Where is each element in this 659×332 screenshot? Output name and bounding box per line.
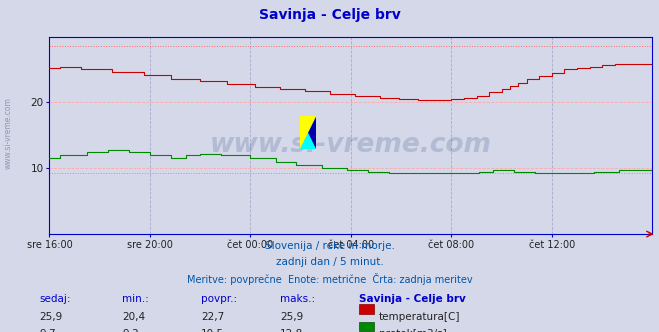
Text: www.si-vreme.com: www.si-vreme.com <box>3 97 13 169</box>
Text: povpr.:: povpr.: <box>201 294 237 304</box>
Text: Meritve: povprečne  Enote: metrične  Črta: zadnja meritev: Meritve: povprečne Enote: metrične Črta:… <box>186 273 473 285</box>
Polygon shape <box>308 116 316 149</box>
Text: Savinja - Celje brv: Savinja - Celje brv <box>258 8 401 22</box>
Text: sedaj:: sedaj: <box>40 294 71 304</box>
Text: 12,8: 12,8 <box>280 329 303 332</box>
Text: 25,9: 25,9 <box>40 312 63 322</box>
Text: 9,7: 9,7 <box>40 329 56 332</box>
Text: 20,4: 20,4 <box>122 312 145 322</box>
Text: maks.:: maks.: <box>280 294 315 304</box>
Text: 10,5: 10,5 <box>201 329 224 332</box>
Polygon shape <box>300 116 316 149</box>
Text: Savinja - Celje brv: Savinja - Celje brv <box>359 294 466 304</box>
Text: 22,7: 22,7 <box>201 312 224 322</box>
Text: Slovenija / reke in morje.: Slovenija / reke in morje. <box>264 241 395 251</box>
Polygon shape <box>300 116 316 149</box>
Text: temperatura[C]: temperatura[C] <box>379 312 461 322</box>
Text: 9,3: 9,3 <box>122 329 138 332</box>
Text: pretok[m3/s]: pretok[m3/s] <box>379 329 447 332</box>
Text: www.si-vreme.com: www.si-vreme.com <box>210 132 492 158</box>
Text: zadnji dan / 5 minut.: zadnji dan / 5 minut. <box>275 257 384 267</box>
Text: 25,9: 25,9 <box>280 312 303 322</box>
Text: min.:: min.: <box>122 294 149 304</box>
